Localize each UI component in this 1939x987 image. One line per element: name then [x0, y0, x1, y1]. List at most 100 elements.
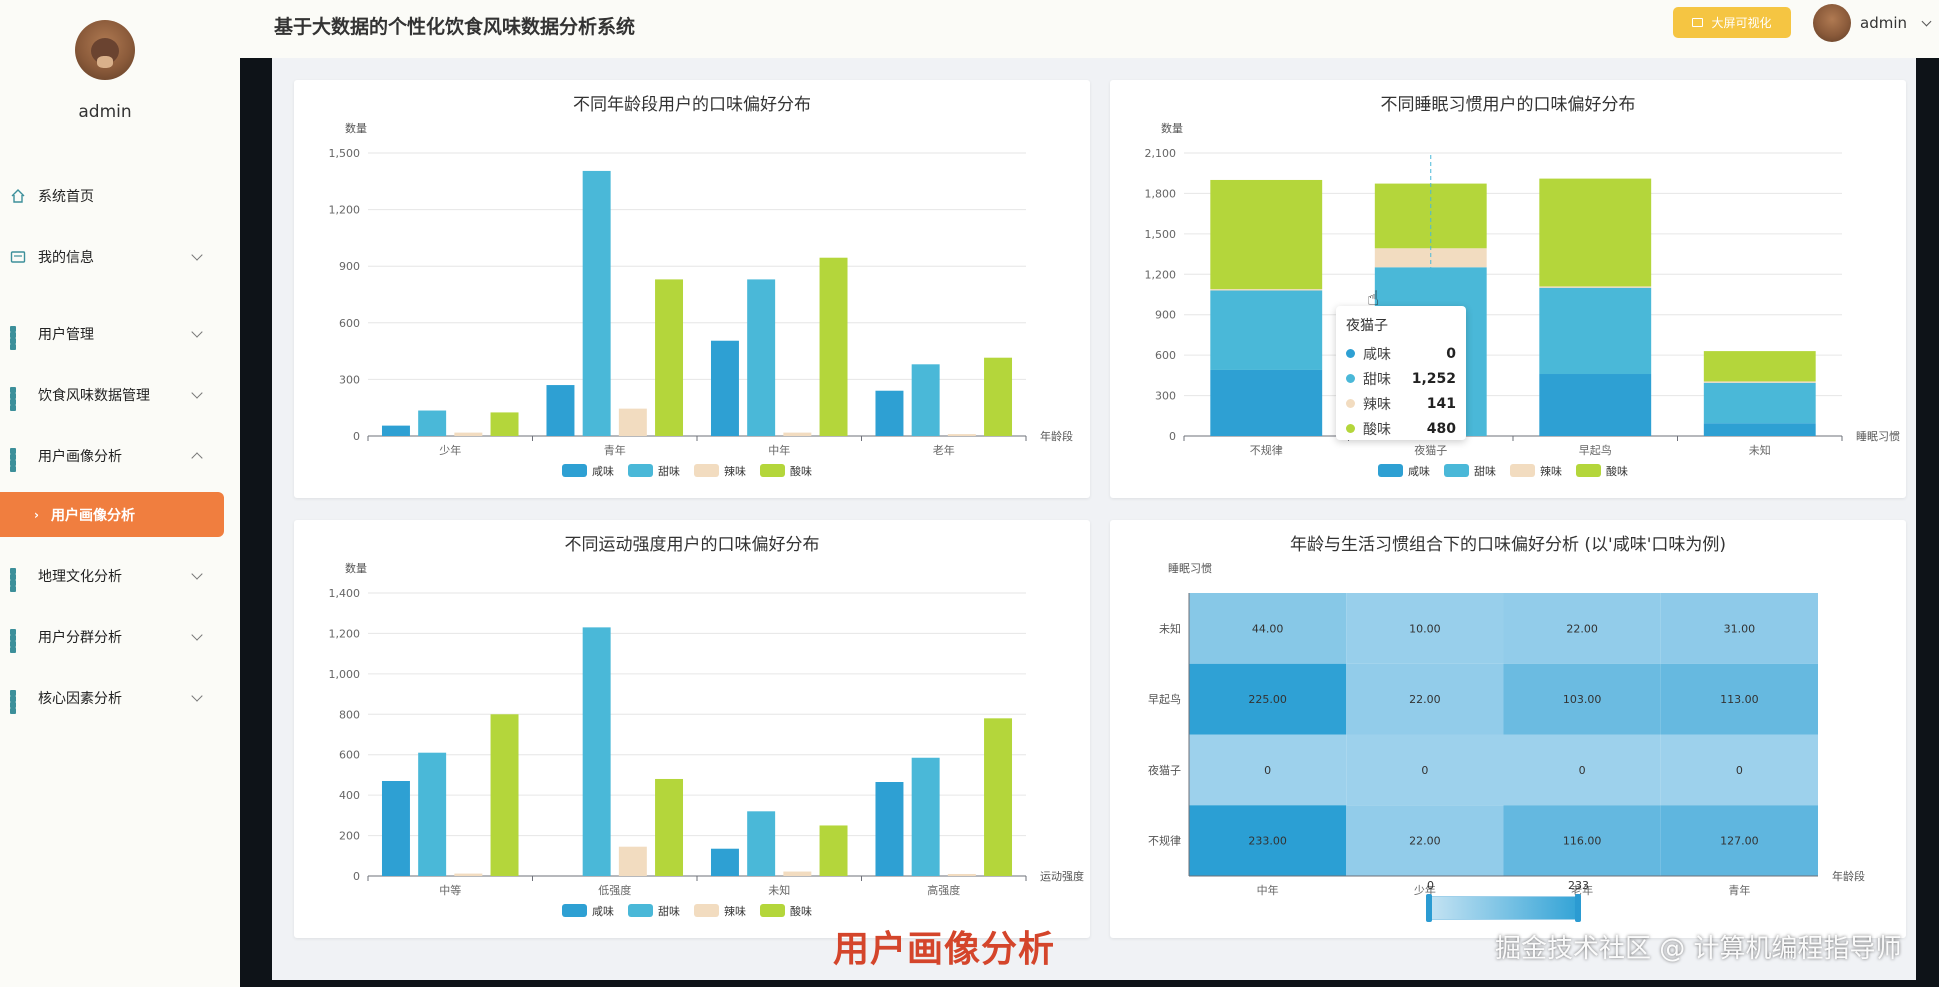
- chart-tooltip: 夜猫子 咸味 0 甜味 1,252 辣味 141 酸味 480: [1336, 306, 1466, 440]
- sidebar-item-core-factors[interactable]: 核心因素分析: [0, 678, 225, 718]
- y-tick-label: 600: [339, 749, 360, 762]
- y-tick-label: 1,200: [329, 627, 361, 640]
- bar-segment: [1210, 290, 1323, 370]
- legend-label: 甜味: [658, 465, 680, 478]
- sidebar-item-home[interactable]: 系统首页: [0, 176, 225, 216]
- sidebar-avatar[interactable]: [75, 20, 135, 80]
- bar: [655, 778, 684, 876]
- legend-label: 甜味: [1474, 465, 1496, 478]
- bar-segment: [1703, 351, 1816, 382]
- y-axis-label: 睡眠习惯: [1168, 561, 1212, 575]
- tooltip-series-name: 甜味: [1363, 371, 1391, 388]
- grid-icon: [10, 448, 26, 472]
- y-tick-label: 0: [353, 430, 360, 443]
- y-tick-label: 900: [339, 260, 360, 273]
- legend-label: 辣味: [1540, 464, 1562, 478]
- bar: [819, 257, 848, 436]
- bar: [618, 846, 647, 876]
- heatmap-cell: [1189, 734, 1347, 806]
- heatmap-cell: [1660, 734, 1818, 806]
- x-tick-label: 青年: [1728, 883, 1750, 897]
- y-tick-label: 1,400: [329, 587, 361, 600]
- x-axis-label: 运动强度: [1040, 869, 1084, 883]
- bar: [747, 279, 776, 436]
- watermark: 掘金技术社区 @ 计算机编程指导师: [1495, 934, 1902, 964]
- legend-swatch: [1378, 464, 1403, 477]
- sidebar-item-geo-culture[interactable]: 地理文化分析: [0, 556, 225, 596]
- sidebar-item-label: 用户分群分析: [38, 630, 122, 646]
- heatmap-value: 44.00: [1252, 622, 1284, 635]
- visual-map-slider[interactable]: [1426, 894, 1581, 922]
- x-axis-label: 年龄段: [1040, 429, 1073, 443]
- visual-map-max-label: 233: [1568, 879, 1589, 892]
- slider-handle-min[interactable]: [1426, 894, 1432, 922]
- chevron-down-icon: [191, 629, 203, 641]
- sidebar-item-user-segments[interactable]: 用户分群分析: [0, 617, 225, 657]
- chevron-down-icon: [191, 326, 203, 338]
- heatmap-value: 116.00: [1563, 835, 1602, 848]
- heatmap-cell: [1660, 593, 1818, 664]
- sidebar-item-my-info[interactable]: 我的信息: [0, 237, 225, 277]
- slider-handle-max[interactable]: [1575, 894, 1581, 922]
- sidebar-subitem-user-profile[interactable]: › 用户画像分析: [0, 492, 224, 537]
- chart-card-exercise: 不同运动强度用户的口味偏好分布 数量 0 200 400 600 800 1,000 1,200…: [294, 520, 1090, 938]
- header-avatar[interactable]: [1813, 4, 1851, 42]
- bigscreen-button[interactable]: 大屏可视化: [1673, 7, 1791, 38]
- id-card-icon: [10, 249, 26, 265]
- bar: [546, 385, 575, 436]
- chart-card-sleep: 不同睡眠习惯用户的口味偏好分布 数量 0 300 600 900 1,200 1,500 1,8…: [1110, 80, 1906, 498]
- bar: [655, 279, 684, 436]
- y-tick-label: 不规律: [1148, 834, 1181, 848]
- heatmap-value: 0: [1736, 764, 1743, 777]
- bar: [618, 408, 647, 436]
- chart-title: 不同年龄段用户的口味偏好分布: [573, 95, 811, 115]
- legend-swatch: [694, 464, 719, 477]
- top-bar: 基于大数据的个性化饮食风味数据分析系统 大屏可视化 admin: [240, 0, 1939, 58]
- sidebar-item-user-profile[interactable]: 用户画像分析: [0, 436, 225, 476]
- caret-down-icon[interactable]: [1921, 16, 1932, 27]
- heatmap-cell: [1346, 593, 1504, 664]
- y-tick-label: 1,200: [1145, 268, 1177, 281]
- header-username[interactable]: admin: [1860, 14, 1907, 32]
- home-icon: [10, 188, 26, 204]
- heatmap-value: 31.00: [1724, 622, 1756, 635]
- y-tick-label: 1,500: [1145, 228, 1177, 241]
- y-axis-label: 数量: [1161, 122, 1183, 135]
- x-tick-label: 老年: [1571, 883, 1593, 897]
- heatmap-value: 10.00: [1409, 622, 1441, 635]
- x-tick-label: 少年: [1414, 883, 1436, 897]
- heatmap-value: 103.00: [1563, 693, 1602, 706]
- heatmap-cell: [1503, 593, 1661, 664]
- y-tick-label: 未知: [1159, 621, 1181, 635]
- bar: [747, 811, 776, 876]
- tooltip-value: 141: [1426, 395, 1456, 412]
- legend-label: 酸味: [1606, 464, 1628, 478]
- bar: [490, 714, 519, 876]
- bar-segment: [1210, 369, 1323, 436]
- legend-label: 咸味: [1408, 465, 1430, 478]
- heatmap-cell: [1503, 663, 1661, 735]
- sidebar-item-label: 我的信息: [38, 250, 94, 266]
- bar: [783, 432, 812, 436]
- legend-swatch: [562, 464, 587, 477]
- legend-swatch: [760, 464, 785, 477]
- sidebar-item-user-management[interactable]: 用户管理: [0, 314, 225, 354]
- y-tick-label: 900: [1155, 309, 1176, 322]
- y-tick-label: 600: [1155, 349, 1176, 362]
- y-tick-label: 夜猫子: [1148, 763, 1181, 777]
- heatmap-value: 22.00: [1566, 622, 1598, 635]
- heatmap-cell: [1189, 593, 1347, 664]
- x-tick-label: 未知: [768, 883, 790, 897]
- tooltip-series-name: 咸味: [1363, 346, 1391, 363]
- chevron-right-icon: ›: [34, 507, 39, 522]
- bar-segment: [1703, 423, 1816, 436]
- y-tick-label: 1,200: [329, 204, 361, 217]
- sidebar-subitem-label: 用户画像分析: [50, 507, 135, 524]
- tooltip-row: 甜味 1,252: [1346, 366, 1456, 391]
- tooltip-series-name: 辣味: [1363, 396, 1391, 413]
- bar: [582, 627, 611, 876]
- tooltip-title: 夜猫子: [1346, 318, 1388, 334]
- sidebar-item-flavor-data[interactable]: 饮食风味数据管理: [0, 375, 225, 415]
- chevron-up-icon: [191, 452, 203, 464]
